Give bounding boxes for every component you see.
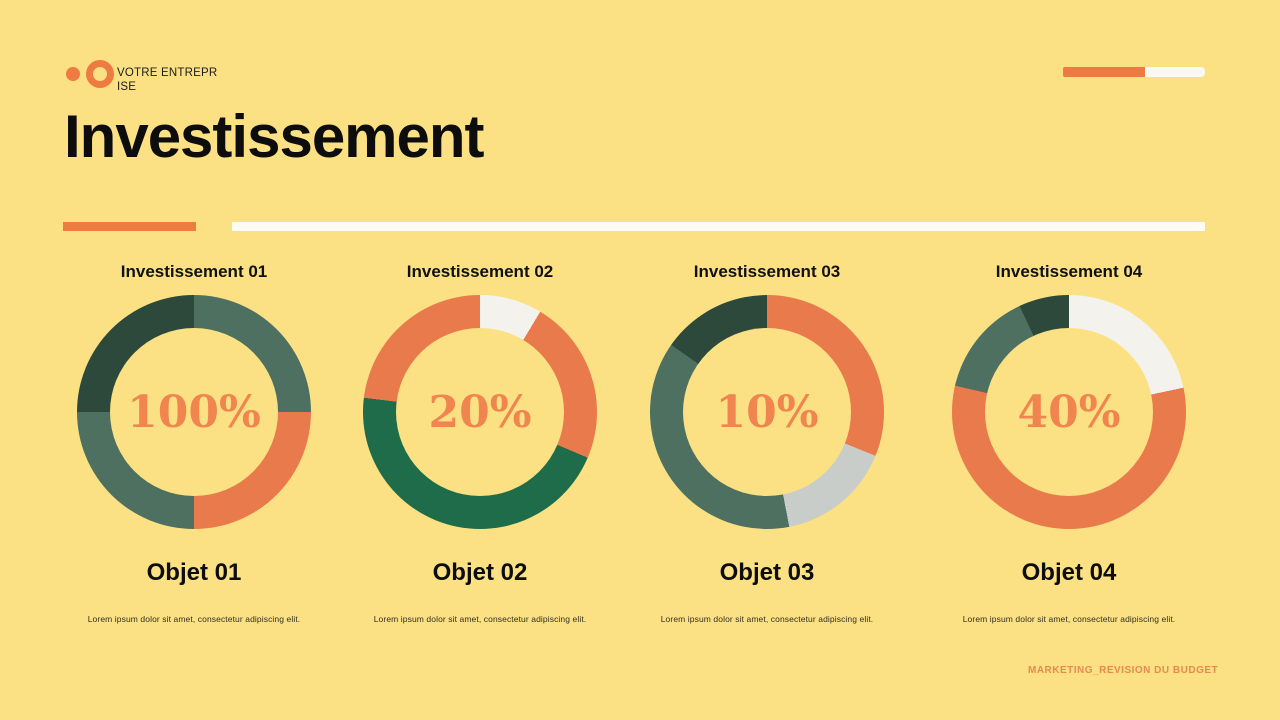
divider-line — [232, 222, 1205, 231]
divider-accent — [63, 222, 196, 231]
logo-ring-icon — [86, 60, 114, 88]
chart-title: Investissement 03 — [693, 262, 841, 281]
brand-name: VOTRE ENTREPR ISE — [117, 66, 221, 94]
chart-column-2: Investissement 02 20% Objet 02 Lorem ips… — [340, 262, 620, 624]
brand-line-1: VOTRE ENTREPR — [117, 67, 218, 79]
object-label: Objet 02 — [432, 559, 528, 586]
donut-hole: 100% — [110, 328, 278, 496]
donut-center-value: 40% — [1017, 386, 1121, 438]
donut-chart-4: 40% — [952, 295, 1186, 529]
donut-chart-3: 10% — [650, 295, 884, 529]
object-label: Objet 03 — [719, 559, 815, 586]
chart-title: Investissement 01 — [120, 262, 268, 281]
object-description: Lorem ipsum dolor sit amet, consectetur … — [660, 614, 874, 624]
donut-hole: 10% — [683, 328, 851, 496]
logo-dot-icon — [66, 67, 80, 81]
progress-bar — [1063, 67, 1205, 77]
donut-hole: 40% — [985, 328, 1153, 496]
donut-center-value: 10% — [715, 386, 819, 438]
object-label: Objet 04 — [1021, 559, 1117, 586]
chart-title: Investissement 04 — [995, 262, 1143, 281]
progress-bar-track — [1145, 67, 1205, 77]
object-description: Lorem ipsum dolor sit amet, consectetur … — [87, 614, 301, 624]
footer-note: MARKETING_REVISION DU BUDGET — [1028, 665, 1219, 676]
donut-chart-2: 20% — [363, 295, 597, 529]
donut-chart-1: 100% — [77, 295, 311, 529]
object-description: Lorem ipsum dolor sit amet, consectetur … — [373, 614, 587, 624]
page-title: Investissement — [64, 103, 485, 170]
brand-line-2: ISE — [117, 81, 137, 93]
object-label: Objet 01 — [146, 559, 242, 586]
object-description: Lorem ipsum dolor sit amet, consectetur … — [962, 614, 1176, 624]
progress-bar-fill — [1063, 67, 1145, 77]
chart-column-3: Investissement 03 10% Objet 03 Lorem ips… — [627, 262, 907, 624]
chart-column-1: Investissement 01 100% Objet 01 Lorem ip… — [54, 262, 334, 624]
chart-column-4: Investissement 04 40% Objet 04 Lorem ips… — [929, 262, 1209, 624]
donut-hole: 20% — [396, 328, 564, 496]
chart-title: Investissement 02 — [406, 262, 554, 281]
donut-center-value: 20% — [428, 386, 532, 438]
donut-center-value: 100% — [127, 386, 261, 438]
